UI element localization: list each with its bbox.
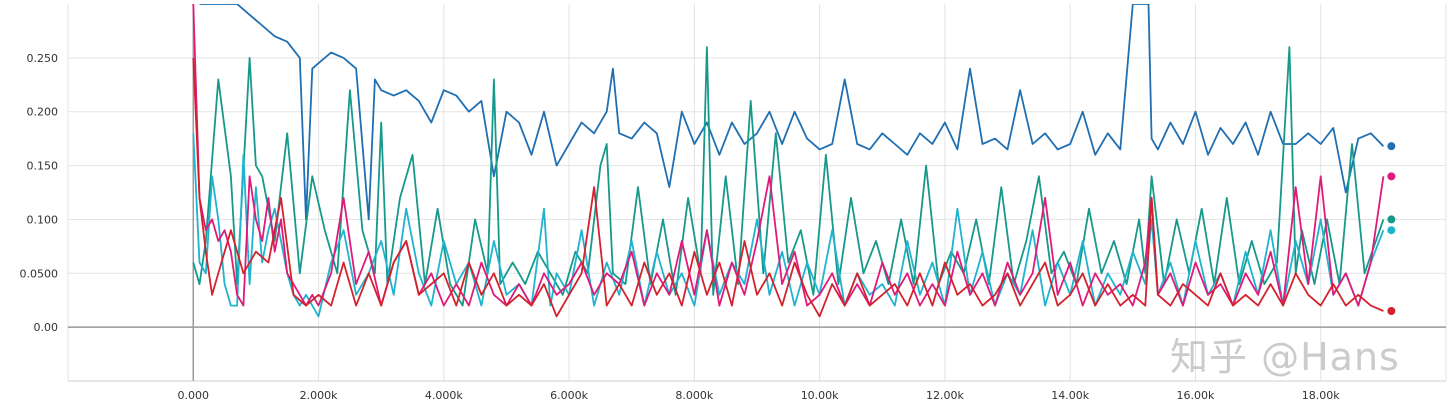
watermark: 知乎 @Hans <box>1170 335 1400 379</box>
x-tick-label: 8.000k <box>675 389 713 402</box>
y-tick-label: 0.250 <box>27 52 59 65</box>
series-end-marker <box>1387 306 1396 315</box>
y-tick-label: 0.0500 <box>20 267 59 280</box>
series-end-marker <box>1387 226 1396 235</box>
x-tick-label: 4.000k <box>425 389 463 402</box>
series-line <box>192 57 1384 318</box>
series-line <box>192 133 1385 318</box>
x-tick-label: 2.000k <box>300 389 338 402</box>
x-tick-label: 14.00k <box>1051 389 1089 402</box>
y-tick-label: 0.100 <box>27 213 59 226</box>
x-tick-label: 12.00k <box>926 389 964 402</box>
y-tick-label: 0.150 <box>27 160 59 173</box>
series-end-marker <box>1387 142 1396 151</box>
x-tick-label: 18.00k <box>1302 389 1340 402</box>
tick-labels: 0.000 2.000k 4.000k 6.000k 8.000k 10.00k 12.00… <box>20 52 1341 402</box>
series-end-marker <box>1387 172 1396 181</box>
series-line <box>199 4 1385 221</box>
y-tick-label: 0.00 <box>34 321 59 334</box>
x-tick-label: 16.00k <box>1177 389 1215 402</box>
x-tick-label: 10.00k <box>801 389 839 402</box>
series-end-marker <box>1387 215 1396 224</box>
series-line <box>192 46 1385 307</box>
y-tick-label: 0.200 <box>27 106 59 119</box>
series-line <box>192 4 1385 307</box>
x-tick-label: 0.000 <box>178 389 210 402</box>
x-tick-label: 6.000k <box>550 389 588 402</box>
series-group <box>192 4 1396 318</box>
